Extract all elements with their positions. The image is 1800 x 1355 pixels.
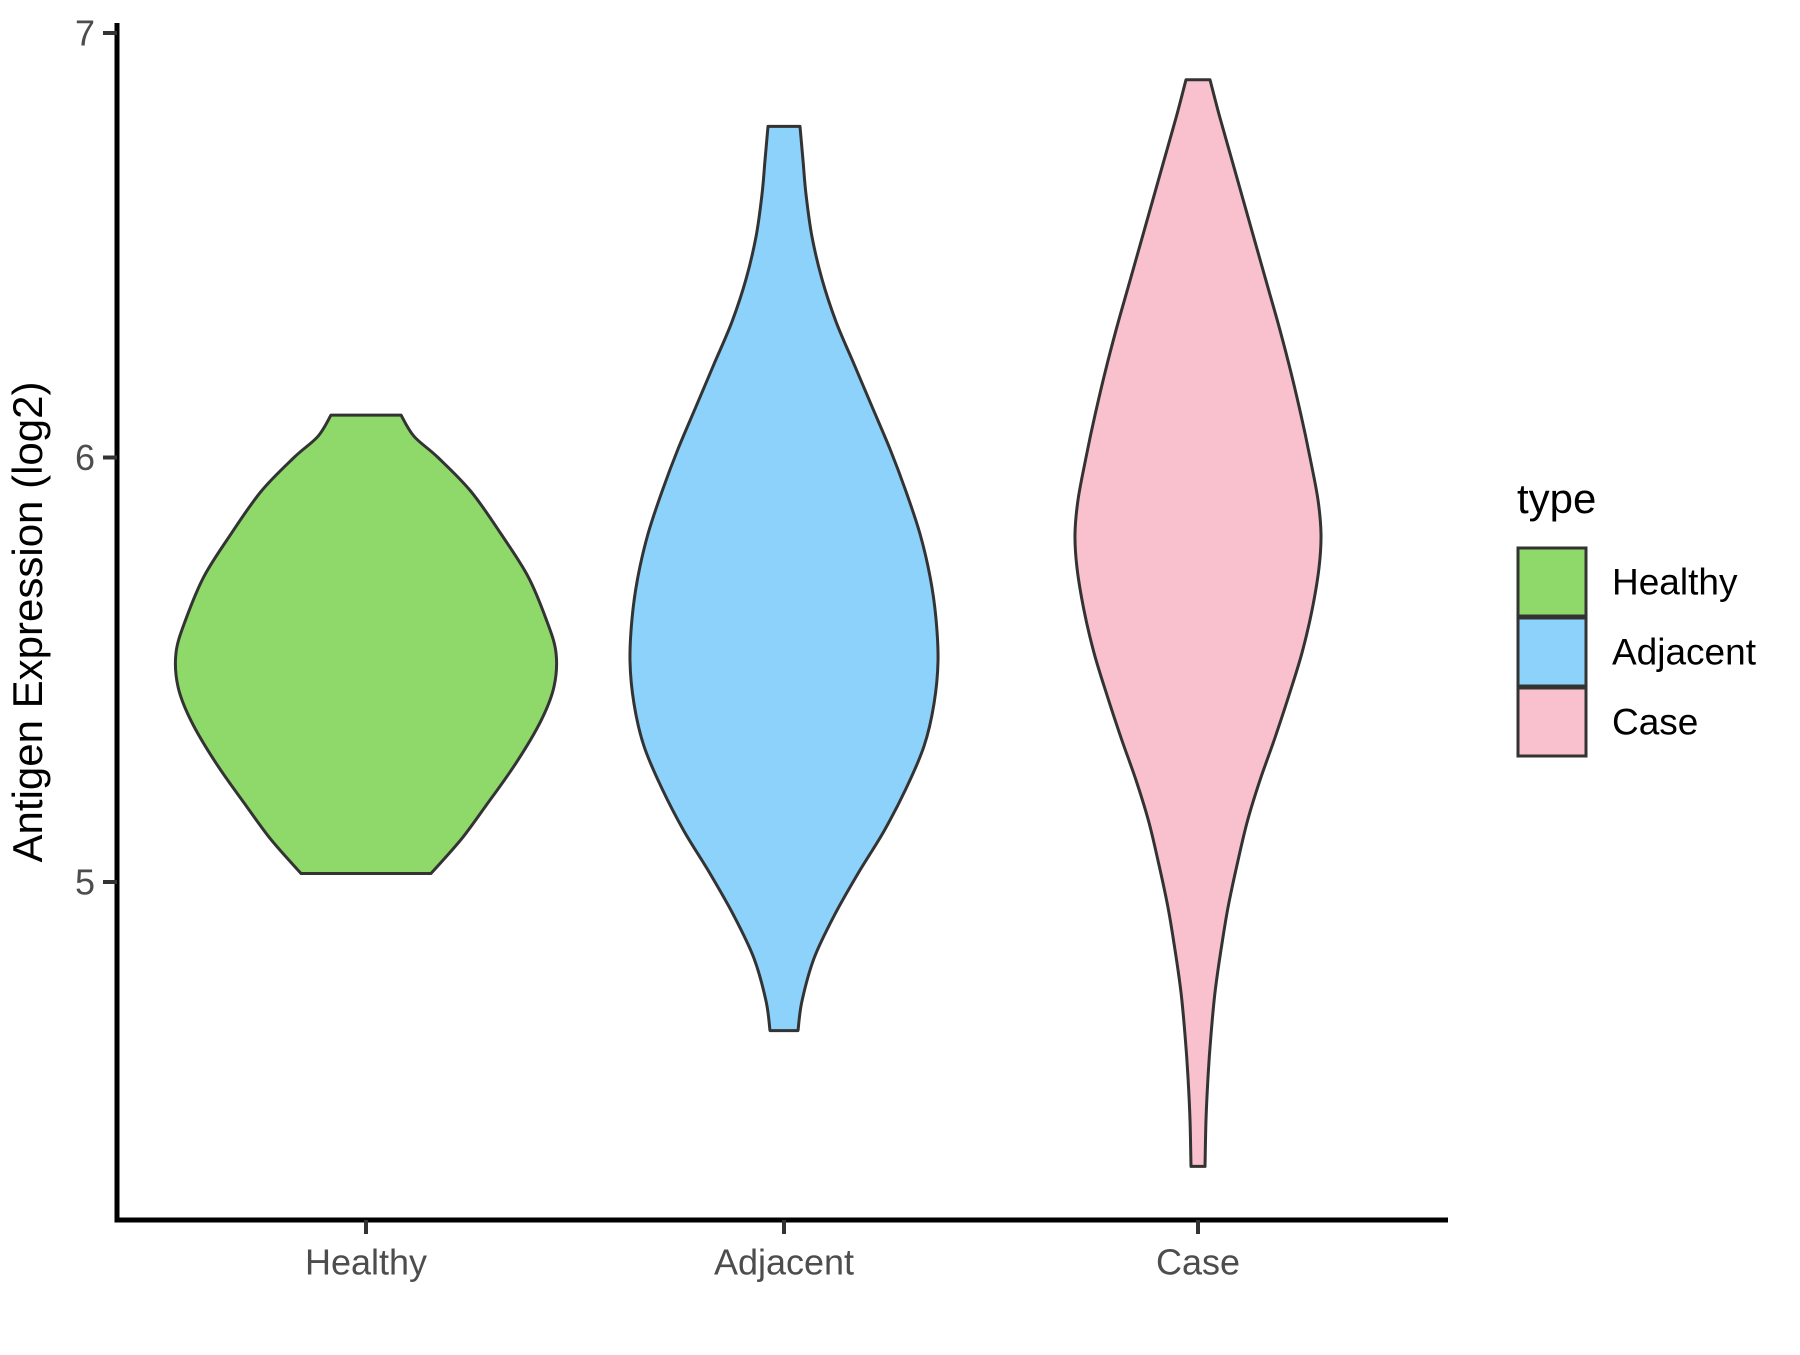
x-axis: Healthy Adjacent Case (114, 1217, 1448, 1283)
legend-swatch-adjacent (1516, 616, 1588, 688)
x-tick-label-adjacent: Adjacent (714, 1242, 854, 1283)
y-tick-label-7: 7 (75, 13, 95, 54)
legend-swatch-case (1516, 686, 1588, 758)
legend-swatch-healthy (1516, 546, 1588, 618)
x-tick-label-case: Case (1156, 1242, 1240, 1283)
y-tick-label-5: 5 (75, 862, 95, 903)
legend-label-healthy: Healthy (1612, 562, 1738, 603)
legend-title: type (1517, 475, 1596, 522)
violin-case (1073, 78, 1323, 1168)
y-axis-title: Antigen Expression (log2) (4, 382, 51, 863)
x-tick-label-healthy: Healthy (305, 1242, 427, 1283)
violins-group (173, 78, 1323, 1168)
legend-label-case: Case (1612, 702, 1698, 743)
y-tick-label-6: 6 (75, 437, 95, 478)
y-axis: 7 6 5 Antigen Expression (log2) (4, 13, 120, 1222)
legend: type Healthy Adjacent Case (1516, 475, 1757, 758)
violin-adjacent (628, 124, 940, 1033)
violin-healthy (173, 413, 559, 875)
legend-label-adjacent: Adjacent (1612, 632, 1757, 673)
